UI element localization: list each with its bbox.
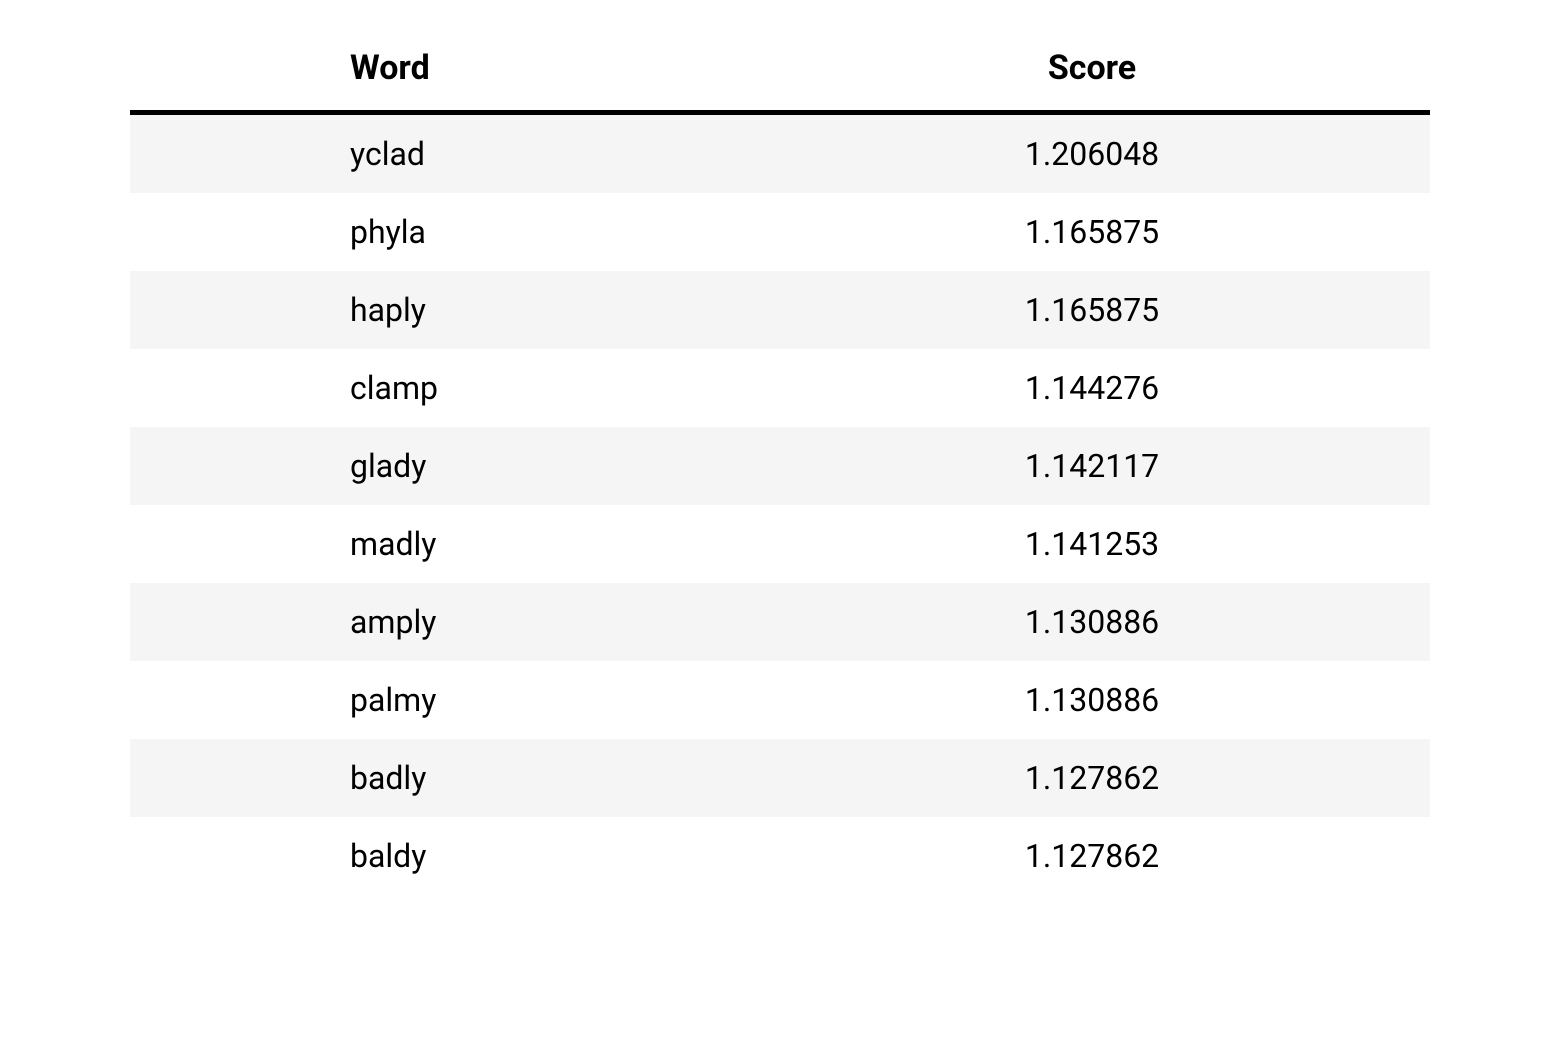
table-row: palmy 1.130886 xyxy=(130,661,1430,739)
table-row: yclad 1.206048 xyxy=(130,113,1430,194)
cell-score: 1.127862 xyxy=(754,739,1430,817)
cell-word: yclad xyxy=(130,113,754,194)
table-row: badly 1.127862 xyxy=(130,739,1430,817)
table-body: yclad 1.206048 phyla 1.165875 haply 1.16… xyxy=(130,113,1430,896)
cell-word: palmy xyxy=(130,661,754,739)
cell-score: 1.142117 xyxy=(754,427,1430,505)
table-row: madly 1.141253 xyxy=(130,505,1430,583)
cell-score: 1.141253 xyxy=(754,505,1430,583)
table-row: glady 1.142117 xyxy=(130,427,1430,505)
cell-word: baldy xyxy=(130,817,754,895)
cell-word: badly xyxy=(130,739,754,817)
table-row: amply 1.130886 xyxy=(130,583,1430,661)
column-header-word: Word xyxy=(130,30,754,113)
table-row: phyla 1.165875 xyxy=(130,193,1430,271)
cell-word: madly xyxy=(130,505,754,583)
cell-word: amply xyxy=(130,583,754,661)
cell-word: phyla xyxy=(130,193,754,271)
cell-word: clamp xyxy=(130,349,754,427)
table-row: haply 1.165875 xyxy=(130,271,1430,349)
table-header-row: Word Score xyxy=(130,30,1430,113)
column-header-score: Score xyxy=(754,30,1430,113)
cell-score: 1.127862 xyxy=(754,817,1430,895)
cell-score: 1.130886 xyxy=(754,583,1430,661)
table-row: clamp 1.144276 xyxy=(130,349,1430,427)
cell-score: 1.165875 xyxy=(754,193,1430,271)
cell-score: 1.206048 xyxy=(754,113,1430,194)
word-score-table: Word Score yclad 1.206048 phyla 1.165875… xyxy=(130,30,1430,895)
cell-score: 1.144276 xyxy=(754,349,1430,427)
cell-score: 1.130886 xyxy=(754,661,1430,739)
cell-score: 1.165875 xyxy=(754,271,1430,349)
cell-word: haply xyxy=(130,271,754,349)
cell-word: glady xyxy=(130,427,754,505)
table-row: baldy 1.127862 xyxy=(130,817,1430,895)
